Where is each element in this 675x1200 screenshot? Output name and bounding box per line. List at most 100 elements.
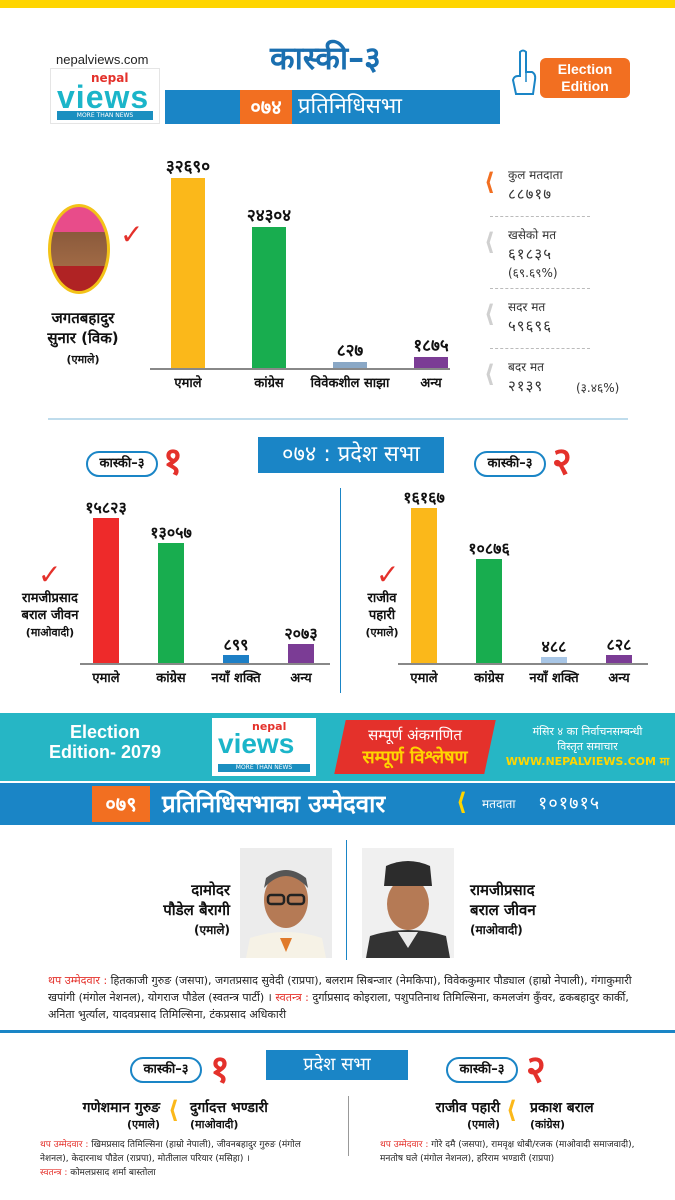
bar-2 (252, 226, 286, 368)
bar-value-1: १५८२३ (85, 498, 127, 517)
bar-3 (541, 657, 567, 663)
right-bracket-icon: ⟨ (506, 1096, 517, 1124)
pradesh-left-winner: रामजीप्रसाद बराल जीवन (माओवादी) (8, 590, 92, 641)
promo-edition: Election Edition- 2079 (40, 722, 170, 762)
kaski-2079-left-box: कास्की–३ (130, 1057, 202, 1083)
bar-2 (158, 543, 184, 663)
hor-2074-chart: ३२६९० एमाले २४३०४ कांग्रेस ८२७ विवेकशील साझा १… (150, 140, 480, 420)
promo-url-link[interactable]: WWW.NEPALVIEWS.COM मा (505, 755, 670, 768)
promo-logo-tagline: MORE THAN NEWS (218, 764, 310, 772)
left-ind-text: कोमलप्रसाद शर्मा बास्तोला (67, 1168, 156, 1178)
independent-label: स्वतन्त्र : (271, 991, 309, 1004)
promo-red-line1: सम्पूर्ण अंकगणित (368, 726, 462, 744)
bar-value-2: २४३०४ (246, 205, 292, 226)
pradesh-2079-left-num: १ (210, 1047, 230, 1091)
stat-divider (490, 216, 590, 217)
cand-ganeshman-party: (एमाले) (126, 1118, 160, 1131)
promo-right-text: मंसिर ४ का निर्वाचनसम्बन्धी विस्तृत समाच… (500, 724, 675, 769)
logo-views-text: views (57, 79, 150, 115)
hor-2074-winner-party: (एमाले) (66, 353, 100, 366)
pradesh-2079-right-num: २ (526, 1047, 546, 1091)
pradesh-right-winner: राजीव पहारी (एमाले) (350, 590, 414, 641)
bar-value-2: १०८७६ (468, 538, 510, 558)
stat-value: ६१८३५ (508, 245, 553, 263)
stat-label: बदर मत (508, 360, 544, 374)
stat-extra: (६९.६९%) (508, 266, 558, 280)
cand-damodar: दामोदर पौडेल बैरागी (एमाले) (120, 880, 230, 940)
promo-logo: nepal views MORE THAN NEWS (212, 718, 316, 776)
chart-baseline (80, 663, 330, 665)
bar-category-3: नयाँ शक्ति (211, 671, 261, 686)
promo-edition-line2: Edition- 2079 (48, 742, 162, 762)
voters-value: १०१७१५ (538, 793, 601, 814)
bar-2 (476, 558, 502, 663)
bottom-divider (0, 1030, 675, 1033)
cand-ramji: रामजीप्रसाद बराल जीवन (माओवादी) (470, 880, 580, 940)
right-others-label: थप उम्मेदवार : (380, 1140, 429, 1150)
bar-4 (414, 357, 448, 368)
bar-value-1: १६१६७ (403, 488, 445, 507)
pradesh-right-chart: १६१६७ एमाले १०८७६ कांग्रेस ४८८ नयाँ शक्ति ८२८ अ… (398, 488, 658, 693)
pradesh-left-winner-line2: बराल जीवन (21, 608, 79, 623)
bar-value-1: ३२६९० (165, 157, 211, 177)
cand-durgadatta: दुर्गादत्त भण्डारी (माओवादी) (190, 1098, 320, 1132)
bar-category-2: कांग्रेस (156, 671, 186, 686)
stat-bracket-icon: ⟨ (484, 168, 495, 196)
nepalviews-logo: nepal views MORE THAN NEWS (50, 68, 160, 124)
bar-category-1: एमाले (410, 671, 438, 686)
pradesh-2079-left-others: थप उम्मेदवार : खिमप्रसाद तिमिल्सिना (हाम… (40, 1138, 330, 1180)
kaski-2079-right-box: कास्की–३ (446, 1057, 518, 1083)
winner-name-line1: जगतबहादुर (51, 309, 115, 327)
bar-category-3: नयाँ शक्ति (529, 671, 579, 686)
cand-rajiv: राजीव पहारी (एमाले) (380, 1098, 500, 1132)
bar-1 (93, 518, 119, 663)
bar-value-4: ८२८ (606, 635, 632, 655)
cand-damodar-line2: पौडेल बैरागी (163, 901, 230, 919)
stat-value: ५९६९६ (508, 317, 553, 335)
bar-3 (333, 362, 367, 368)
pradesh-right-winner-party: (एमाले) (365, 626, 399, 639)
stat-bracket-icon: ⟨ (484, 300, 495, 328)
pradesh-left-check-icon: ✓ (38, 558, 62, 591)
hor-2074-winner-name: जगतबहादुर सुनार (विक) (28, 308, 138, 348)
hor-2079-year: ०७९ (92, 786, 150, 822)
bar-1 (171, 178, 205, 368)
cand-ganeshman: गणेशमान गुरुङ (एमाले) (40, 1098, 160, 1132)
pradesh-2079-right-others: थप उम्मेदवार : गोरे दमै (जसपा), रामवृक्ष… (380, 1138, 660, 1166)
chart-baseline (398, 663, 648, 665)
bar-category-3: विवेकशील साझा (310, 376, 390, 391)
promo-logo-nepal: nepal (252, 720, 287, 733)
promo-logo-views: views (218, 728, 295, 759)
bar-category-1: एमाले (174, 376, 202, 391)
voters-bracket-icon: ⟨ (456, 788, 467, 816)
kaski-right-box: कास्की–३ (474, 451, 546, 477)
page-title: कास्की–३ (270, 39, 381, 77)
bar-value-2: १३०५७ (150, 523, 192, 543)
photo-damodar (240, 848, 332, 958)
stat-divider (490, 348, 590, 349)
pradesh-left-num: १ (163, 439, 183, 483)
hor-2074-label: प्रतिनिधिसभा (298, 94, 402, 119)
site-url: nepalviews.com (56, 52, 149, 67)
hor-2074-year: ०७४ (240, 90, 292, 124)
stat-value: ८८७१७ (508, 185, 553, 203)
election-edition-badge: Election Edition (540, 58, 630, 98)
pradesh-right-winner-line1: राजीव (367, 591, 397, 606)
pradesh-right-winner-line2: पहारी (368, 608, 396, 623)
others-text: हितकाजी गुरुङ (जसपा), जगतप्रसाद सुवेदी (… (48, 974, 632, 1004)
left-others-label: थप उम्मेदवार : (40, 1140, 89, 1150)
bar-1 (411, 508, 437, 663)
promo-red-line2: सम्पूर्ण विश्लेषण (362, 747, 468, 768)
section-divider (48, 418, 628, 420)
stat-divider (490, 288, 590, 289)
voting-finger-icon (511, 49, 537, 95)
bar-value-4: १८७५ (413, 336, 449, 357)
bar-category-4: अन्य (420, 376, 442, 391)
winner-photo-jagat (48, 204, 110, 294)
bar-value-3: ४८८ (541, 637, 567, 656)
stat-label: खसेको मत (508, 228, 557, 242)
left-bracket-icon: ⟨ (168, 1096, 179, 1124)
voters-label: मतदाता (482, 797, 516, 811)
stat-value: २१३९ (508, 377, 544, 395)
bar-value-3: ८२७ (336, 341, 364, 361)
